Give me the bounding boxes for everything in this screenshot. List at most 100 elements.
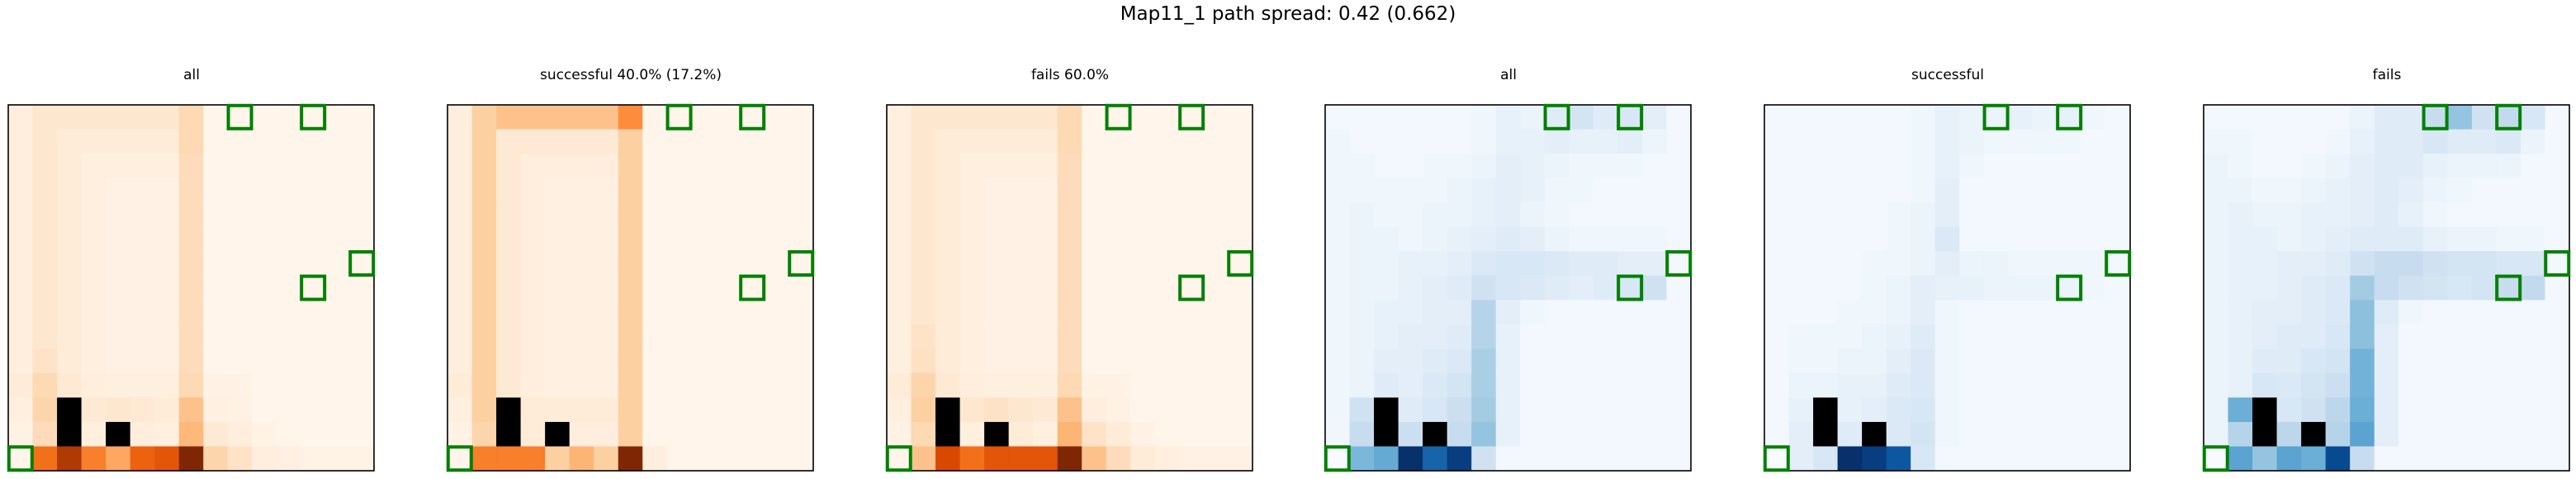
heatmap-cell bbox=[301, 129, 326, 154]
heatmap-cell bbox=[203, 154, 229, 179]
heatmap-cell bbox=[1374, 226, 1399, 252]
heatmap-cell bbox=[496, 324, 522, 349]
heatmap-cell bbox=[545, 129, 571, 154]
heatmap-cell bbox=[2276, 324, 2302, 349]
heatmap-cell bbox=[2422, 421, 2448, 448]
heatmap-cell bbox=[203, 226, 229, 252]
heatmap-cell bbox=[57, 154, 83, 179]
heatmap-cell bbox=[1398, 349, 1423, 374]
heatmap-cell bbox=[81, 129, 107, 154]
heatmap-cell bbox=[642, 105, 668, 130]
heatmap-cell bbox=[520, 178, 546, 203]
heatmap-cell bbox=[301, 178, 326, 203]
heatmap-cell bbox=[569, 372, 594, 398]
heatmap-cell bbox=[2228, 324, 2253, 349]
heatmap-cell bbox=[911, 178, 936, 203]
heatmap-cell bbox=[471, 129, 497, 154]
heatmap-cell bbox=[1862, 251, 1887, 277]
heatmap-cell bbox=[1495, 105, 1521, 130]
heatmap-cell bbox=[1423, 446, 1448, 472]
heatmap-cell bbox=[2398, 129, 2424, 154]
heatmap-cell bbox=[32, 202, 58, 228]
heatmap-cell bbox=[2301, 251, 2327, 277]
heatmap-cell bbox=[959, 154, 985, 179]
heatmap-cell bbox=[1008, 178, 1034, 203]
heatmap-cell bbox=[2447, 105, 2473, 130]
obstacle-cell bbox=[1374, 421, 1399, 448]
heatmap-cell bbox=[715, 397, 741, 423]
heatmap-cell bbox=[618, 251, 643, 277]
heatmap-cell bbox=[2422, 178, 2448, 203]
heatmap-cell bbox=[1008, 154, 1034, 179]
heatmap-cell bbox=[1033, 226, 1058, 252]
heatmap-cell bbox=[2057, 202, 2082, 228]
heatmap-cell bbox=[203, 178, 229, 203]
heatmap-cell bbox=[618, 349, 643, 374]
heatmap-cell bbox=[1544, 446, 1570, 472]
heatmap-cell bbox=[1325, 421, 1351, 448]
heatmap-cell bbox=[2350, 251, 2375, 277]
heatmap-cell bbox=[1520, 300, 1546, 325]
heatmap-cell bbox=[2105, 372, 2131, 398]
heatmap-cell bbox=[788, 178, 814, 203]
heatmap-cell bbox=[1082, 421, 1107, 448]
heatmap-cell bbox=[2398, 226, 2424, 252]
heatmap-cell bbox=[1398, 105, 1423, 130]
heatmap-cell bbox=[276, 226, 301, 252]
heatmap-cell bbox=[764, 202, 790, 228]
heatmap-cell bbox=[1862, 202, 1887, 228]
heatmap-cell bbox=[227, 421, 253, 448]
heatmap-cell bbox=[959, 202, 985, 228]
heatmap-cell bbox=[324, 275, 351, 301]
heatmap-cell bbox=[1106, 349, 1131, 374]
heatmap-cell bbox=[178, 349, 204, 374]
heatmap-cell bbox=[154, 275, 180, 301]
heatmap-cell bbox=[203, 397, 229, 423]
heatmap-cell bbox=[276, 324, 301, 349]
heatmap-cell bbox=[81, 372, 107, 398]
heatmap-cell bbox=[1106, 446, 1131, 472]
heatmap-cell bbox=[1617, 300, 1643, 325]
heatmap-cell bbox=[227, 275, 253, 301]
heatmap-panel-1 bbox=[7, 103, 376, 472]
heatmap-cell bbox=[545, 446, 571, 472]
heatmap-cell bbox=[2081, 251, 2107, 277]
heatmap-cell bbox=[1666, 154, 1692, 179]
heatmap-cell bbox=[691, 154, 717, 179]
heatmap-cell bbox=[2545, 421, 2570, 448]
heatmap-cell bbox=[691, 202, 717, 228]
heatmap-cell bbox=[203, 275, 229, 301]
heatmap-cell bbox=[1179, 349, 1205, 374]
heatmap-cell bbox=[1447, 129, 1472, 154]
heatmap-cell bbox=[1008, 300, 1034, 325]
heatmap-cell bbox=[1471, 154, 1497, 179]
heatmap-cell bbox=[2032, 178, 2057, 203]
heatmap-cell bbox=[324, 421, 351, 448]
heatmap-cell bbox=[8, 446, 34, 472]
heatmap-cell bbox=[349, 154, 375, 179]
heatmap-cell bbox=[545, 349, 571, 374]
heatmap-cell bbox=[1082, 372, 1107, 398]
highlight-box bbox=[1617, 103, 1644, 130]
heatmap-cell bbox=[1130, 421, 1156, 448]
heatmap-cell bbox=[1008, 251, 1034, 277]
heatmap-cell bbox=[1423, 324, 1448, 349]
heatmap-cell bbox=[496, 446, 522, 472]
highlight-box bbox=[739, 103, 766, 130]
heatmap-cell bbox=[1813, 178, 1839, 203]
heatmap-cell bbox=[1520, 226, 1546, 252]
heatmap-cell bbox=[2520, 202, 2546, 228]
heatmap-cell bbox=[666, 421, 692, 448]
heatmap-cell bbox=[1813, 349, 1839, 374]
heatmap-cell bbox=[1666, 349, 1692, 374]
heatmap-cell bbox=[569, 275, 594, 301]
heatmap-cell bbox=[1398, 154, 1423, 179]
heatmap-cell bbox=[178, 178, 204, 203]
heatmap-cell bbox=[1008, 446, 1034, 472]
heatmap-cell bbox=[666, 154, 692, 179]
obstacle-cell bbox=[1862, 421, 1887, 448]
heatmap-cell bbox=[154, 129, 180, 154]
heatmap-cell bbox=[2008, 324, 2034, 349]
heatmap-cell bbox=[1837, 154, 1863, 179]
heatmap-cell bbox=[471, 178, 497, 203]
